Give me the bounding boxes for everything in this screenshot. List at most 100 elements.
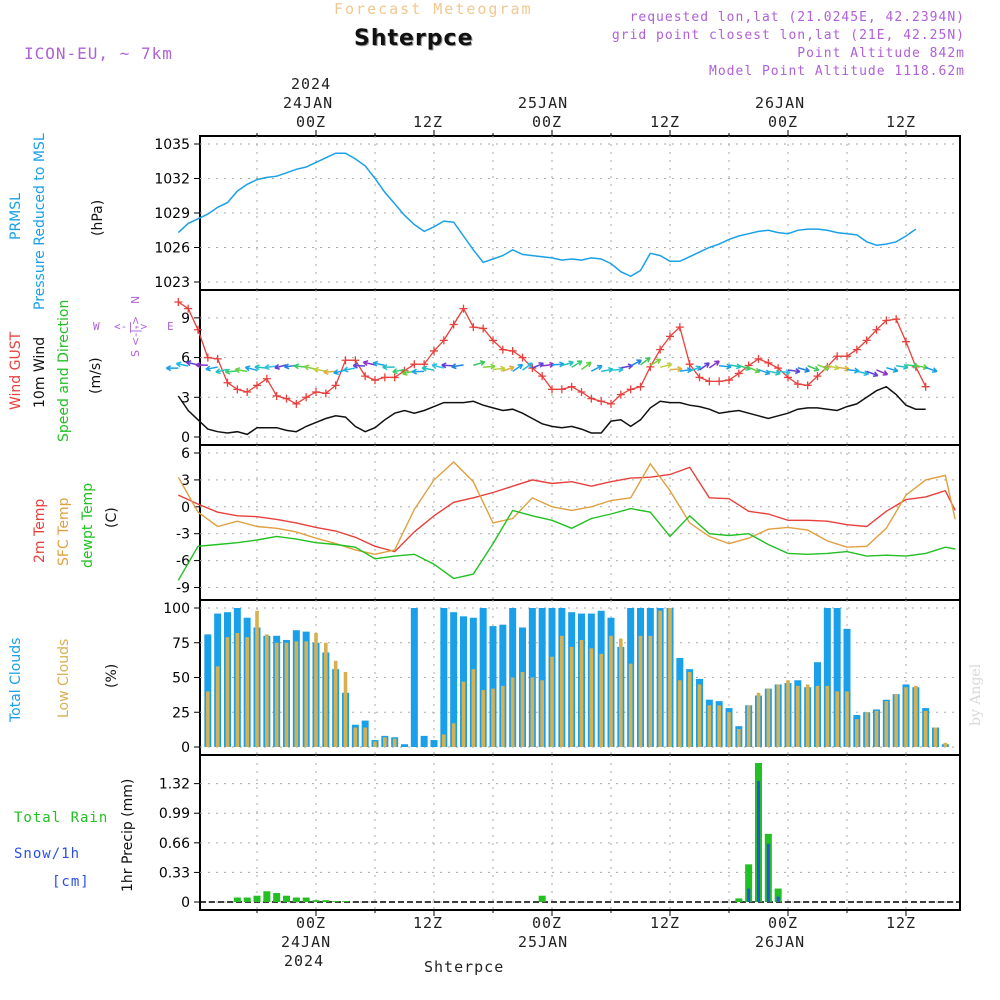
wind-direction-arrow bbox=[323, 368, 336, 376]
compass-east: E bbox=[167, 320, 174, 333]
low-cloud-bar bbox=[786, 680, 790, 747]
low-cloud-bar bbox=[442, 734, 446, 747]
rain-bar bbox=[292, 897, 300, 902]
rain-bar bbox=[538, 895, 546, 902]
low-cloud-bar bbox=[451, 723, 456, 747]
wind-direction-arrow bbox=[649, 358, 662, 367]
model-altitude: Model Point Altitude 1118.62m bbox=[709, 64, 965, 79]
low-cloud-bar bbox=[638, 635, 643, 747]
wind-direction-arrow bbox=[896, 363, 909, 370]
wind-direction-arrow bbox=[817, 364, 830, 371]
gust-marker bbox=[666, 332, 674, 341]
gust-marker bbox=[380, 373, 389, 382]
bottom-tick-4: 00Z bbox=[768, 914, 799, 932]
gust-marker bbox=[292, 399, 301, 408]
rain-bar bbox=[735, 898, 743, 902]
wind-direction-arrow bbox=[451, 363, 464, 370]
gust-marker bbox=[253, 381, 261, 390]
total-cloud-bar bbox=[823, 608, 831, 747]
y-tick-label-4: 0.33 bbox=[159, 865, 190, 881]
low-cloud-bar bbox=[540, 680, 544, 747]
y-tick-label-2: -6 bbox=[176, 554, 190, 570]
wind-direction-arrow bbox=[205, 365, 218, 372]
gust-marker bbox=[784, 373, 792, 382]
wind-line bbox=[177, 385, 926, 436]
rain-bar bbox=[342, 901, 349, 902]
low-cloud-bar bbox=[766, 688, 771, 747]
gust-marker bbox=[508, 346, 517, 355]
y-tick-label-2: 6 bbox=[181, 446, 190, 462]
low-cloud-bar bbox=[206, 691, 210, 747]
y-tick-label-4: 0.99 bbox=[159, 806, 190, 822]
y-tick-label-4: 0.66 bbox=[159, 836, 190, 852]
gust-marker bbox=[203, 353, 212, 362]
low-cloud-bar bbox=[933, 727, 938, 747]
dewpoint-line bbox=[177, 507, 956, 581]
wind-direction-arrow bbox=[392, 368, 405, 375]
low-cloud-bar bbox=[510, 677, 515, 747]
gust-marker bbox=[371, 376, 379, 385]
low-cloud-bar bbox=[274, 642, 279, 747]
y-tick-label-1: 9 bbox=[181, 311, 190, 327]
y-tick-label-0: 1029 bbox=[154, 206, 190, 222]
y-tick-label-2: 3 bbox=[181, 473, 190, 489]
bottom-year: 2024 bbox=[284, 952, 325, 970]
wind-direction-arrow bbox=[441, 362, 454, 369]
wind-direction-arrow bbox=[787, 368, 801, 375]
low-cloud-bar bbox=[796, 685, 800, 747]
gust-marker bbox=[921, 382, 930, 391]
low-cloud-bar bbox=[530, 677, 535, 747]
rain-bar bbox=[253, 895, 261, 902]
low-cloud-bar bbox=[815, 685, 820, 747]
bottom-day-24: 24JAN bbox=[281, 933, 332, 951]
low-cloud-bar bbox=[520, 671, 525, 747]
wind-direction-arrow bbox=[411, 368, 425, 375]
gust-marker bbox=[675, 323, 684, 332]
compass-arrow: <-|-> bbox=[114, 320, 148, 333]
rain-bar bbox=[233, 897, 241, 902]
wind-direction-arrow bbox=[807, 365, 820, 372]
gust-marker bbox=[587, 394, 596, 403]
gust-marker bbox=[557, 385, 566, 394]
wind-direction-arrow bbox=[473, 360, 486, 367]
gust-marker bbox=[439, 336, 448, 345]
total-cloud-bar bbox=[440, 608, 448, 747]
low-cloud-bar bbox=[923, 710, 928, 747]
low-cloud-bar bbox=[599, 653, 603, 747]
y-tick-label-0: 1023 bbox=[154, 275, 190, 291]
wind-direction-arrow bbox=[925, 366, 938, 373]
gust-marker bbox=[734, 369, 743, 378]
wind-direction-arrow bbox=[215, 368, 228, 375]
wind-direction-arrow bbox=[492, 365, 506, 372]
low-cloud-bar bbox=[550, 656, 554, 747]
gust-marker bbox=[902, 337, 910, 346]
gust-marker bbox=[616, 390, 625, 399]
low-cloud-bar bbox=[333, 660, 338, 747]
gridpoint-coords: grid point closest lon,lat (21E, 42.25N) bbox=[611, 28, 965, 43]
wind-direction-arrow bbox=[224, 368, 238, 375]
gust-marker bbox=[430, 346, 438, 355]
y-tick-label-3: 75 bbox=[172, 636, 190, 652]
wind-direction-arrow bbox=[886, 366, 899, 373]
gust-marker bbox=[548, 385, 556, 394]
total-cloud-bar bbox=[843, 628, 851, 747]
sfc-temp-line bbox=[177, 461, 956, 556]
y-tick-label-0: 1032 bbox=[154, 172, 190, 188]
panel-frame-2 bbox=[199, 444, 961, 601]
top-tick-3: 12Z bbox=[650, 113, 681, 131]
low-cloud-bar bbox=[589, 648, 594, 747]
rain-bar bbox=[273, 893, 281, 902]
low-cloud-bar bbox=[687, 671, 692, 747]
low-cloud-bar bbox=[658, 610, 662, 747]
snow-bar bbox=[766, 843, 770, 902]
panel-frame-4 bbox=[199, 754, 961, 911]
top-tick-5: 12Z bbox=[886, 113, 917, 131]
rain-bar bbox=[243, 897, 251, 902]
gust-marker bbox=[852, 345, 861, 354]
wind-direction-arrow bbox=[274, 363, 287, 370]
wind-direction-arrow bbox=[659, 362, 673, 369]
y-tick-label-3: 0 bbox=[181, 740, 190, 756]
gust-marker bbox=[793, 380, 802, 389]
low-cloud-bar bbox=[707, 705, 712, 747]
